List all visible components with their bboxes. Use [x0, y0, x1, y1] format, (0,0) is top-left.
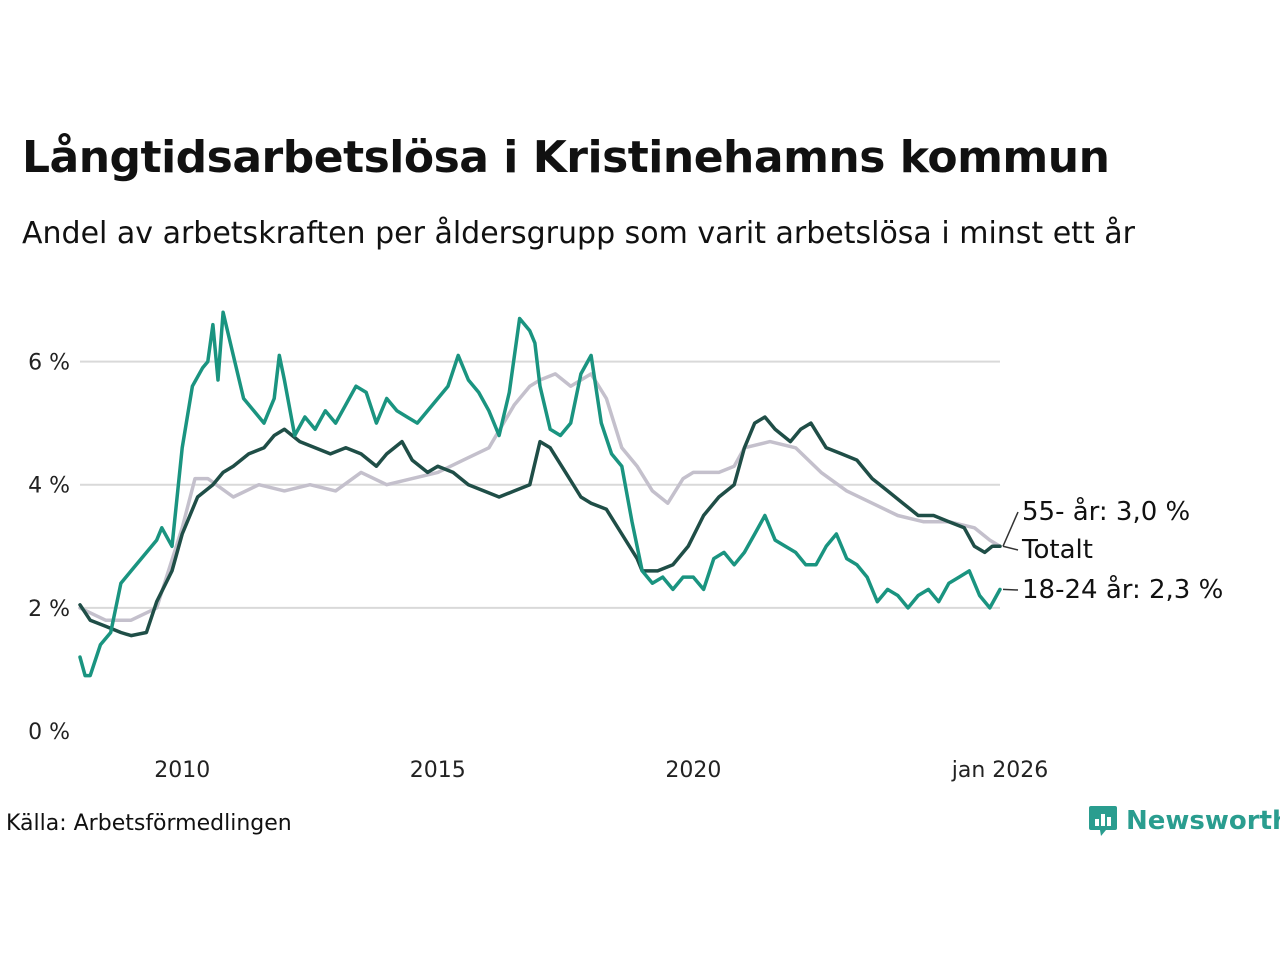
y-tick-label: 2 %: [28, 597, 70, 622]
x-tick-label: jan 2026: [951, 758, 1049, 783]
series-label-leader: [1002, 545, 1019, 551]
x-tick-label: 2015: [410, 758, 466, 783]
series-label-55-plus: 55- år: 3,0 %: [1022, 496, 1190, 527]
brand-logo: Newsworthy: [1088, 804, 1280, 838]
series-label-leader: [1002, 588, 1019, 591]
y-tick-label: 4 %: [28, 474, 70, 499]
y-tick-label: 6 %: [28, 351, 70, 376]
y-tick-label: 0 %: [28, 720, 70, 745]
x-tick-label: 2020: [665, 758, 721, 783]
brand-name: Newsworthy: [1126, 806, 1280, 836]
chart-subtitle: Andel av arbetskraften per åldersgrupp s…: [22, 216, 1135, 251]
series-label-leader: [1002, 511, 1019, 547]
x-tick-label: 2010: [154, 758, 210, 783]
series-label-18-24: 18-24 år: 2,3 %: [1022, 574, 1223, 605]
chart-title: Långtidsarbetslösa i Kristinehamns kommu…: [22, 132, 1110, 183]
series-line-totalt: [78, 415, 1002, 638]
series-label-totalt: Totalt: [1021, 535, 1093, 565]
series-line-18-24: [78, 310, 1002, 678]
newsworthy-logo-icon: [1089, 806, 1117, 836]
series-line-55-plus: [78, 372, 1002, 622]
source-note: Källa: Arbetsförmedlingen: [6, 811, 292, 836]
